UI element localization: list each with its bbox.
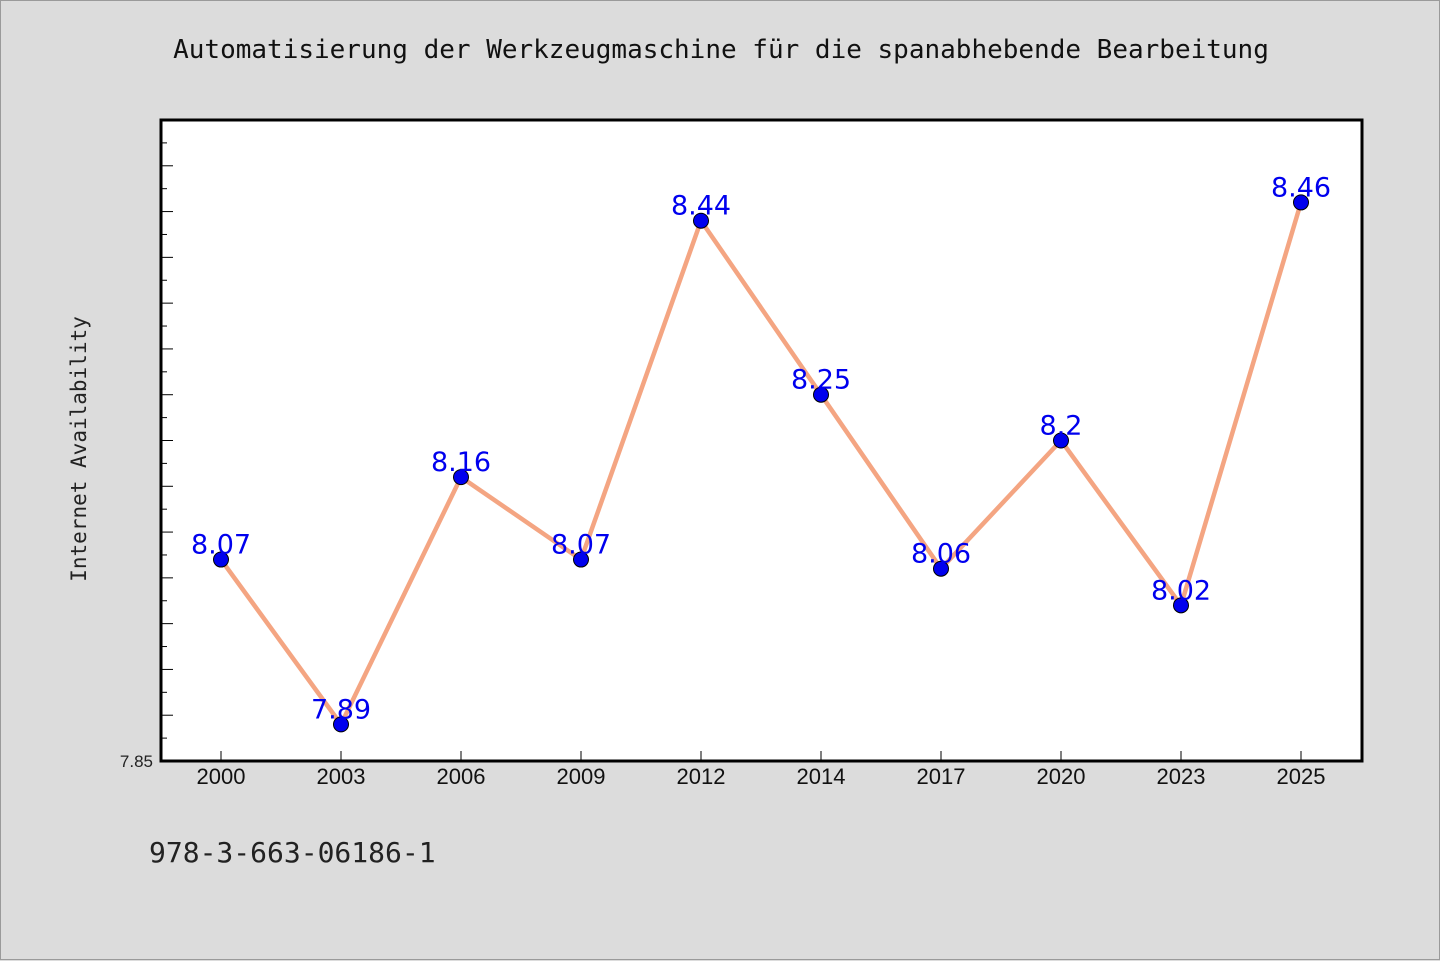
- series-line: [218, 200, 1304, 727]
- data-point: [1173, 597, 1189, 614]
- data-point: [813, 386, 829, 403]
- x-tick-label: 2023: [1157, 764, 1206, 789]
- x-tick-label: 2017: [917, 764, 966, 789]
- x-axis-ticks: 2000 2003 2006 2009 2012 2014 2017 2020 2023 2025: [197, 751, 1326, 789]
- isbn-text: 978-3-663-06186-1: [149, 836, 436, 869]
- data-label: 8.25: [791, 365, 851, 396]
- data-point: [1053, 432, 1069, 449]
- data-point: [693, 212, 709, 229]
- data-label: 8.2: [1040, 411, 1083, 442]
- chart-title: Automatisierung der Werkzeugmaschine für…: [173, 35, 1269, 65]
- data-point: [333, 716, 349, 733]
- x-tick-label: 2000: [197, 764, 246, 789]
- data-label: 7.89: [311, 694, 371, 725]
- x-tick-label: 2020: [1037, 764, 1086, 789]
- data-label: 8.46: [1271, 172, 1331, 203]
- x-tick-label: 2025: [1277, 764, 1326, 789]
- x-tick-label: 2006: [437, 764, 486, 789]
- data-point: [1293, 194, 1309, 211]
- data-label: 8.16: [431, 447, 491, 478]
- plot-area: [159, 118, 1364, 763]
- data-point: [453, 469, 469, 486]
- x-tick-label: 2014: [797, 764, 846, 789]
- series-layer: 8.07 7.89 8.16 8.07 8.44 8.25 8.06 8.2 8.02 8.46: [191, 172, 1331, 733]
- x-tick-label: 2003: [317, 764, 366, 789]
- data-label: 8.06: [911, 539, 971, 570]
- data-label: 8.07: [551, 530, 611, 561]
- x-tick-label: 2009: [557, 764, 606, 789]
- data-point: [933, 560, 949, 577]
- data-point: [213, 551, 229, 568]
- y-axis-ticks: 7.85: [120, 119, 173, 771]
- data-label: 8.02: [1151, 575, 1211, 606]
- y-tick-label: 7.85: [120, 752, 153, 771]
- data-label: 8.07: [191, 530, 251, 561]
- data-point: [573, 551, 589, 568]
- data-label: 8.44: [671, 191, 731, 222]
- x-tick-label: 2012: [677, 764, 726, 789]
